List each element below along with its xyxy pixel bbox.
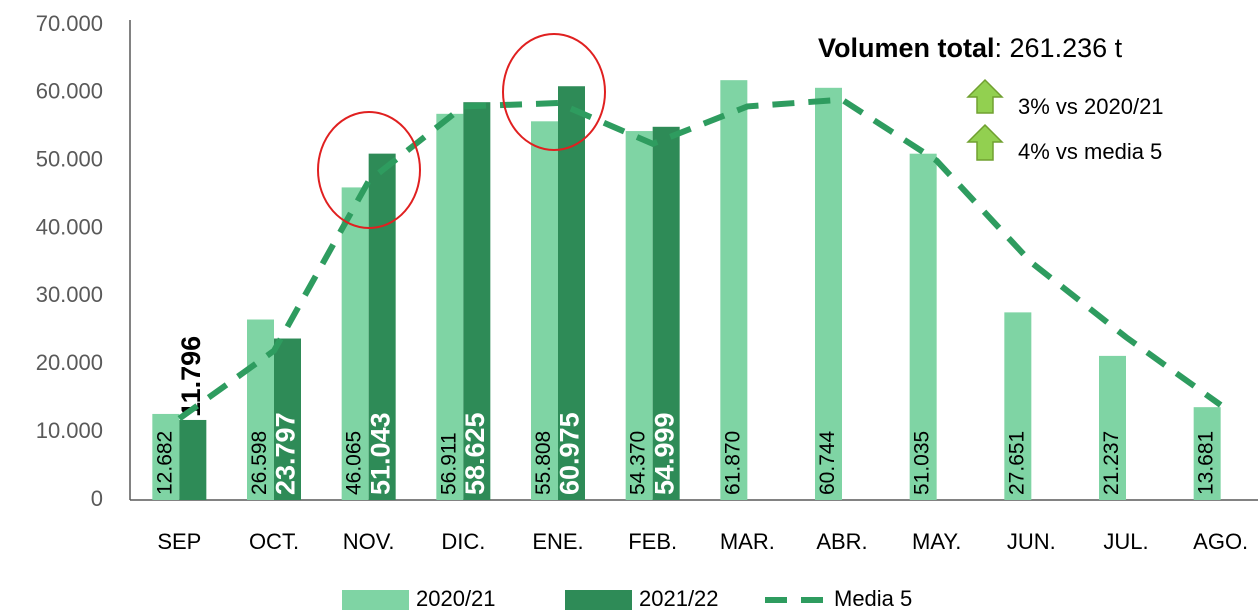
bar [436,113,464,501]
line-series [177,96,1223,422]
chart-title: Volumen total [818,33,995,63]
data-label: 54.999 [649,412,679,495]
data-label: 54.370 [627,431,650,495]
x-tick-label: DIC. [441,529,485,554]
x-tick-label: SEP [157,529,201,554]
legend-swatch [565,590,632,610]
x-tick-label: NOV. [343,529,395,554]
highlight-circle [502,33,606,151]
bar [274,338,301,500]
bar [1099,355,1126,500]
bar [815,87,842,501]
bar [368,153,396,500]
legend-label: 2021/22 [639,586,719,611]
bar [341,187,369,500]
annotation: 4% vs media 5 [1018,139,1162,164]
bar [531,121,558,500]
bar [247,319,274,500]
x-tick-label: MAR. [720,529,775,554]
legend-label: Media 5 [834,586,912,611]
up-arrow-icon [966,78,1004,114]
data-label: 61.870 [721,431,744,495]
legend-label: 2020/21 [416,586,496,611]
data-label: 56.911 [437,432,460,495]
annotation-box: Volumen total: 261.236 t [818,33,1123,63]
data-label: 23.797 [271,412,301,495]
x-tick-label: OCT. [249,529,299,554]
data-label: 12.682 [153,431,176,495]
data-label: 21.237 [1100,431,1123,495]
highlight-circle [317,111,421,229]
x-tick-label: ABR. [816,529,867,554]
bar [1193,407,1221,500]
x-tick-label: JUL. [1103,529,1148,554]
y-tick-label: 30.000 [36,282,103,307]
y-tick-label: 20.000 [36,350,103,375]
y-tick-label: 10.000 [36,418,103,443]
bar [463,102,491,500]
data-label: 55.808 [532,431,555,495]
data-label: 51.043 [365,412,395,495]
data-label: 60.975 [555,412,585,495]
data-label: 51.035 [911,431,934,495]
bar [720,80,748,501]
bar [558,86,585,500]
data-label: 27.651 [1005,431,1028,495]
y-tick-label: 50.000 [36,147,103,172]
y-tick-label: 60.000 [36,79,103,104]
data-label: 13.681 [1195,431,1218,495]
annotation: 3% vs 2020/21 [1018,94,1164,119]
x-tick-label: AGO. [1193,529,1248,554]
title-group: Volumen total: 261.236 t [818,33,1123,63]
bar [625,131,653,500]
x-tick-label: MAY. [912,529,961,554]
bar [909,153,937,500]
data-label: 58.625 [460,412,490,495]
x-tick-label: FEB. [628,529,677,554]
bar [179,419,207,500]
bar [652,126,680,500]
x-tick-label: JUN. [1007,529,1056,554]
data-label: 26.598 [248,431,271,495]
data-label: 46.065 [343,431,366,495]
data-label: 60.744 [816,430,839,495]
y-tick-label: 40.000 [36,214,103,239]
up-arrow-icon [966,123,1004,161]
bar [1004,312,1032,500]
x-tick-label: ENE. [532,529,583,554]
legend-swatch [342,590,409,610]
y-tick-label: 0 [91,486,103,511]
data-label: 11.796 [176,336,206,417]
y-tick-label: 70.000 [36,11,103,36]
chart-subtitle: : 261.236 t [995,33,1123,63]
bar [152,413,180,500]
